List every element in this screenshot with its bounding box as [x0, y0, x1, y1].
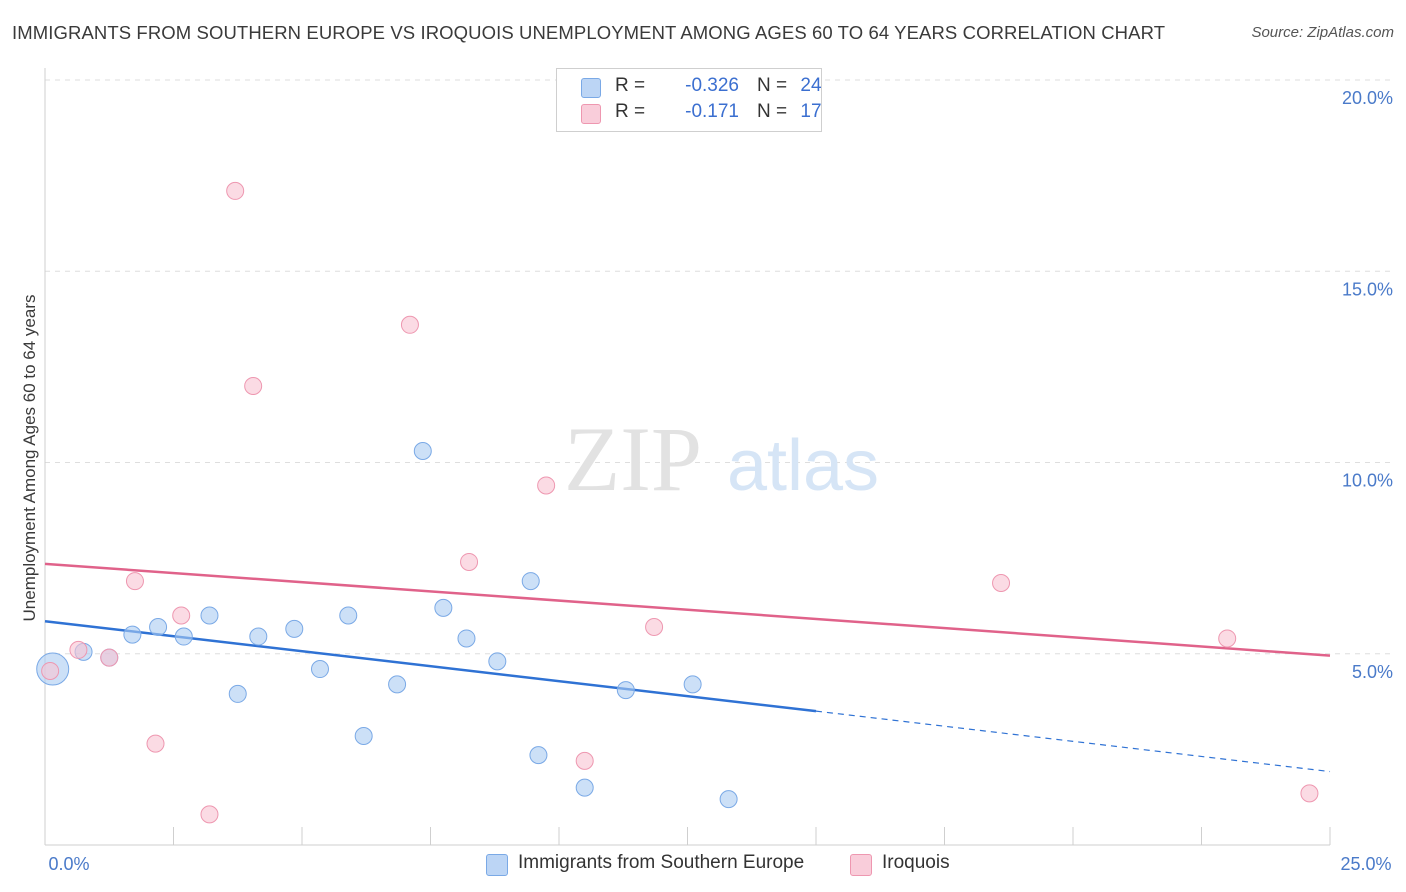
point-1-16	[1300, 784, 1319, 803]
point-0-11	[339, 606, 358, 625]
point-0-20	[575, 778, 594, 797]
trend-line-extension-0	[815, 710, 1331, 773]
point-1-8	[244, 377, 263, 395]
point-0-17	[488, 652, 507, 671]
x-tick-label: 0.0%	[48, 854, 89, 874]
y-tick-label: 5.0%	[1352, 662, 1393, 682]
source-label: Source: ZipAtlas.com	[1251, 24, 1394, 41]
point-0-6	[200, 606, 219, 625]
point-0-19	[529, 746, 548, 765]
point-1-3	[125, 572, 144, 591]
point-0-12	[354, 726, 373, 745]
point-0-9	[285, 619, 304, 638]
watermark: ZIP atlas	[564, 408, 879, 510]
point-1-12	[575, 751, 594, 770]
point-0-18	[521, 572, 540, 591]
point-0-15	[434, 598, 453, 617]
point-0-21	[616, 681, 635, 700]
legend-n-label: N =	[757, 75, 788, 96]
point-1-0	[41, 661, 60, 680]
point-1-9	[400, 315, 419, 334]
bottom-legend-label-iroquois: Iroquois	[882, 852, 950, 873]
point-0-13	[388, 675, 407, 694]
y-tick-label: 20.0%	[1342, 88, 1393, 108]
y-tick-label: 15.0%	[1342, 279, 1393, 299]
data-points	[36, 181, 1319, 824]
watermark-atlas: atlas	[727, 426, 879, 506]
legend-r-label: R =	[615, 101, 646, 122]
trend-lines	[44, 562, 1331, 773]
point-1-5	[172, 606, 191, 625]
point-1-11	[537, 476, 556, 495]
watermark-zip: ZIP	[564, 408, 702, 510]
legend-n-value: 24	[800, 75, 822, 96]
bottom-legend-swatch-iroquois	[850, 854, 872, 876]
trend-line-0	[44, 619, 817, 713]
y-axis-label: Unemployment Among Ages 60 to 64 years	[20, 295, 39, 622]
legend-n-label: N =	[757, 101, 788, 122]
y-tick-label: 10.0%	[1342, 471, 1393, 491]
point-0-8	[249, 627, 268, 646]
point-1-7	[226, 181, 245, 200]
point-0-23	[719, 790, 738, 809]
point-0-4	[149, 617, 168, 636]
tick-labels: 5.0% 10.0% 15.0% 20.0% 0.0% 25.0%	[48, 88, 1393, 874]
point-1-15	[1218, 629, 1237, 648]
legend-swatch-iroquois	[581, 104, 601, 124]
legend-r-label: R =	[615, 75, 646, 96]
point-1-1	[69, 640, 88, 659]
point-1-4	[146, 734, 165, 753]
point-0-10	[310, 660, 329, 679]
point-0-7	[228, 684, 247, 703]
legend-r-value: -0.171	[685, 101, 739, 122]
chart-title: IMMIGRANTS FROM SOUTHERN EUROPE VS IROQU…	[12, 22, 1166, 43]
trend-line-1	[44, 562, 1331, 657]
point-1-6	[200, 805, 219, 824]
point-0-22	[683, 675, 702, 694]
point-0-3	[123, 625, 142, 644]
grid-lines	[45, 79, 1395, 655]
point-1-13	[645, 617, 664, 636]
point-1-2	[100, 648, 119, 667]
point-1-14	[992, 573, 1011, 592]
point-1-10	[460, 552, 479, 571]
correlation-legend: R = -0.326 N = 24 R = -0.171 N = 17	[556, 68, 822, 132]
point-0-5	[174, 627, 193, 646]
point-0-16	[457, 629, 476, 648]
legend-swatch-immigrants	[581, 78, 601, 98]
x-tick-label: 25.0%	[1340, 854, 1391, 874]
bottom-legend-label-immigrants: Immigrants from Southern Europe	[518, 852, 805, 873]
legend-n-value: 17	[800, 101, 822, 122]
legend-r-value: -0.326	[685, 75, 739, 96]
bottom-legend-swatch-immigrants	[486, 854, 508, 876]
axes	[44, 68, 1331, 846]
point-0-14	[413, 442, 432, 461]
